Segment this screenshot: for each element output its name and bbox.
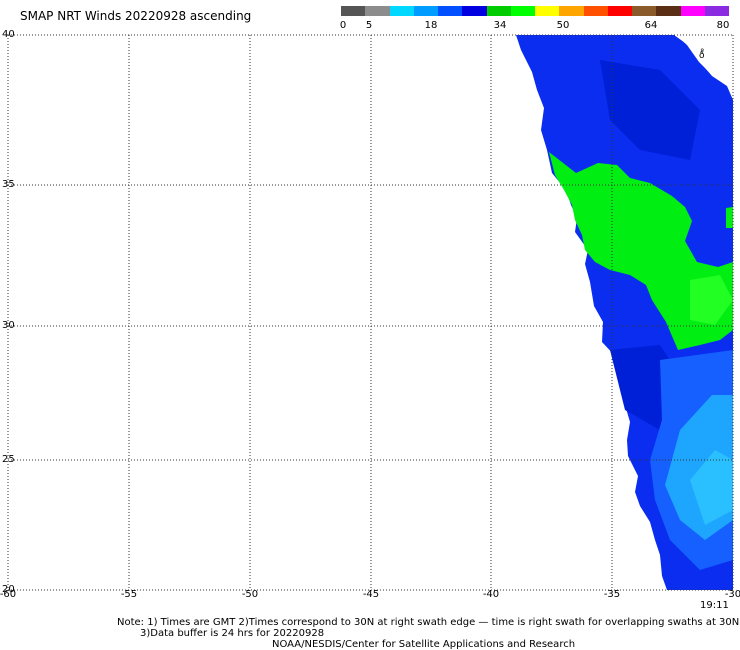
colorbar-label: 5 (365, 20, 373, 31)
longitude-tick-label: -35 (604, 589, 620, 600)
colorbar-label: 0 (339, 20, 347, 31)
colorbar-segment (413, 6, 438, 16)
longitude-tick-label: -55 (121, 589, 137, 600)
colorbar-segment (389, 6, 414, 16)
colorbar-segment (607, 6, 632, 16)
colorbar-segment (656, 6, 681, 16)
colorbar-segment (438, 6, 463, 16)
colorbar-label: 34 (493, 20, 507, 31)
colorbar-segment (510, 6, 535, 16)
latitude-tick-label: 25 (2, 454, 15, 465)
note-line-1: Note: 1) Times are GMT 2)Times correspon… (117, 617, 740, 628)
wind-swath: ° ð (516, 35, 733, 590)
colorbar-segment (341, 6, 366, 16)
colorbar-label: 64 (644, 20, 658, 31)
axis-tick-labels: -60 -55 -50 -45 -40 -35 -30 40 35 30 25 20 (0, 29, 740, 600)
map-title: SMAP NRT Winds 20220928 ascending (20, 9, 252, 23)
longitude-tick-label: -30 (725, 589, 740, 600)
colorbar-label: 18 (424, 20, 438, 31)
colorbar-segment (486, 6, 511, 16)
colorbar-segment (680, 6, 705, 16)
no-data-notch (676, 35, 733, 88)
colorbar-segment (559, 6, 584, 16)
latitude-tick-label: 20 (2, 584, 15, 595)
time-label: 19:11 (700, 600, 729, 611)
swath-green-bright-patch (690, 275, 733, 325)
colorbar-segment (462, 6, 487, 16)
colorbar-segment (365, 6, 390, 16)
swath-cyan-core (690, 450, 733, 525)
longitude-tick-label: -50 (242, 589, 258, 600)
note-line-2: 3)Data buffer is 24 hrs for 20220928 (140, 628, 325, 639)
colorbar-label: 50 (556, 20, 570, 31)
swath-green-edge-patch (726, 207, 733, 228)
swath-green-region (549, 152, 733, 350)
colorbar-segment (583, 6, 608, 16)
small-marker-2: ð (699, 51, 705, 61)
latitude-tick-label: 35 (2, 179, 15, 190)
swath-dark-blue-patch (600, 60, 700, 160)
note-line-3: NOAA/NESDIS/Center for Satellite Applica… (272, 639, 576, 650)
colorbar-segment (704, 6, 729, 16)
small-marker: ° (700, 48, 705, 58)
longitude-tick-label: -60 (0, 589, 16, 600)
latitude-tick-label: 40 (2, 29, 15, 40)
longitude-tick-label: -40 (483, 589, 499, 600)
wind-speed-colorbar (341, 6, 729, 16)
map-grid (7, 34, 734, 591)
longitude-tick-label: -45 (363, 589, 379, 600)
colorbar-segment (535, 6, 560, 16)
colorbar-label: 80 (716, 20, 730, 31)
latitude-tick-label: 30 (2, 320, 15, 331)
colorbar-segment (632, 6, 657, 16)
